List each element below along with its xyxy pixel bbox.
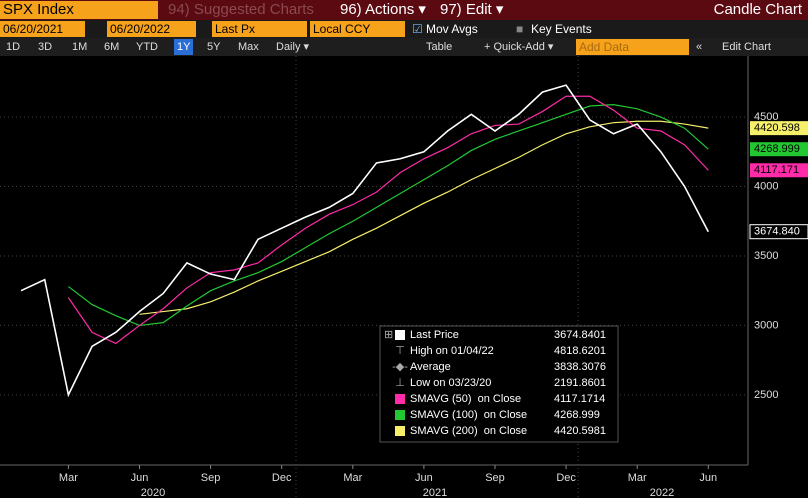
series-line xyxy=(68,104,709,327)
chart: 2500 3000 3500 4000 4500 Mar Jun Sep Dec Mar Jun Se… xyxy=(0,56,808,498)
year-label: 2021 xyxy=(423,487,447,498)
quick-add[interactable]: + Quick-Add ▾ xyxy=(484,41,554,53)
legend-value: 4117.1714 xyxy=(554,393,605,405)
tool-bar: Daily ▾ Table + Quick-Add ▾ Add Data « E… xyxy=(0,38,808,56)
checkbox[interactable]: ■ xyxy=(516,22,524,36)
legend-name: High on 01/04/22 xyxy=(410,345,494,357)
y-tick-label: 4000 xyxy=(754,180,778,192)
period-button[interactable]: 5Y xyxy=(207,41,221,53)
mov-avgs[interactable]: Mov Avgs xyxy=(426,22,478,36)
period-button[interactable]: YTD xyxy=(136,41,158,53)
period-button[interactable]: 3D xyxy=(38,41,53,53)
year-label: 2020 xyxy=(141,487,165,498)
legend-swatch xyxy=(395,426,405,436)
last-value-tag xyxy=(750,142,808,157)
last-value-label: 4117.171 xyxy=(754,164,799,176)
y-tick-label: 3500 xyxy=(754,250,778,262)
last-value-tag xyxy=(749,224,808,240)
end-date[interactable]: 06/20/2022 xyxy=(107,21,196,37)
legend-name: Low on 03/23/20 xyxy=(410,377,491,389)
year-label: 2022 xyxy=(650,487,674,498)
x-tick-label: Jun xyxy=(699,472,717,484)
table-button[interactable]: Table xyxy=(426,41,453,53)
edit-chart[interactable]: Edit Chart xyxy=(722,41,771,53)
currency-select[interactable]: Local CCY xyxy=(310,21,405,37)
x-tick-label: Mar xyxy=(59,472,78,484)
legend-name: SMAVG (50) on Close xyxy=(410,393,521,405)
legend-swatch xyxy=(395,394,405,404)
legend-name: Last Price xyxy=(410,329,459,341)
x-tick-label: Jun xyxy=(131,472,149,484)
legend-value: 3838.3076 xyxy=(554,361,606,373)
legend-toggle: ⊞ xyxy=(384,329,393,341)
settings-bar: 06/20/2021 06/20/2022 Last Px Local CCY … xyxy=(0,20,808,38)
series-line xyxy=(20,84,710,398)
legend-swatch xyxy=(395,410,405,420)
x-tick-label: Jun xyxy=(415,472,433,484)
security-field[interactable]: SPX Index xyxy=(0,1,158,19)
period-button[interactable]: 1M xyxy=(72,41,88,53)
last-value-tag xyxy=(750,163,808,178)
last-value-label: 4420.598 xyxy=(754,122,800,134)
legend-name: SMAVG (200) on Close xyxy=(410,425,527,437)
legend-swatch xyxy=(395,330,405,340)
legend-symbol: ⊤ xyxy=(395,345,405,357)
series-line xyxy=(67,95,709,345)
legend-value: 4420.5981 xyxy=(554,425,606,437)
legend-box xyxy=(379,325,619,443)
legend-value: 3674.8401 xyxy=(554,329,606,341)
last-value-tag xyxy=(750,121,808,136)
series-line xyxy=(139,120,709,315)
legend-value: 4818.6201 xyxy=(554,345,606,357)
x-tick-label: Sep xyxy=(485,472,505,484)
x-tick-label: Mar xyxy=(343,472,362,484)
x-tick-label: Sep xyxy=(201,472,221,484)
x-tick-label: Dec xyxy=(556,472,576,484)
suggested-charts[interactable]: 94) Suggested Charts xyxy=(168,1,314,18)
key-events[interactable]: Key Events xyxy=(531,22,592,36)
legend-symbol: -◆- xyxy=(392,361,408,373)
legend-value: 2191.8601 xyxy=(554,377,606,389)
last-value-label: 3674.840 xyxy=(754,226,800,238)
legend-value: 4268.999 xyxy=(554,409,600,421)
legend-name: Average xyxy=(410,361,451,373)
actions-menu[interactable]: 96) Actions ▾ xyxy=(340,1,426,18)
y-tick-label: 4500 xyxy=(754,111,778,123)
period-button[interactable]: 6M xyxy=(104,41,120,53)
start-date[interactable]: 06/20/2021 xyxy=(0,21,85,37)
field-select[interactable]: Last Px xyxy=(212,21,307,37)
collapse[interactable]: « xyxy=(696,41,703,53)
legend-name: SMAVG (100) on Close xyxy=(410,409,527,421)
last-value-label: 4268.999 xyxy=(754,143,800,155)
chart-type: Candle Chart xyxy=(713,1,802,18)
y-tick-label: 2500 xyxy=(754,389,778,401)
legend-symbol: ⊥ xyxy=(395,377,405,389)
period-button[interactable]: 1Y xyxy=(174,39,194,55)
add-data[interactable]: Add Data xyxy=(576,39,689,55)
title-bar: SPX Index 94) Suggested Charts 96) Actio… xyxy=(0,0,808,20)
x-tick-label: Dec xyxy=(272,472,292,484)
period-button[interactable]: 1D xyxy=(6,41,21,53)
frequency[interactable]: Daily ▾ xyxy=(276,41,310,53)
checkbox[interactable]: ☑ xyxy=(412,22,423,36)
y-tick-label: 3000 xyxy=(754,319,778,331)
edit-menu[interactable]: 97) Edit ▾ xyxy=(440,1,504,18)
period-button[interactable]: Max xyxy=(238,41,259,53)
x-tick-label: Mar xyxy=(628,472,647,484)
